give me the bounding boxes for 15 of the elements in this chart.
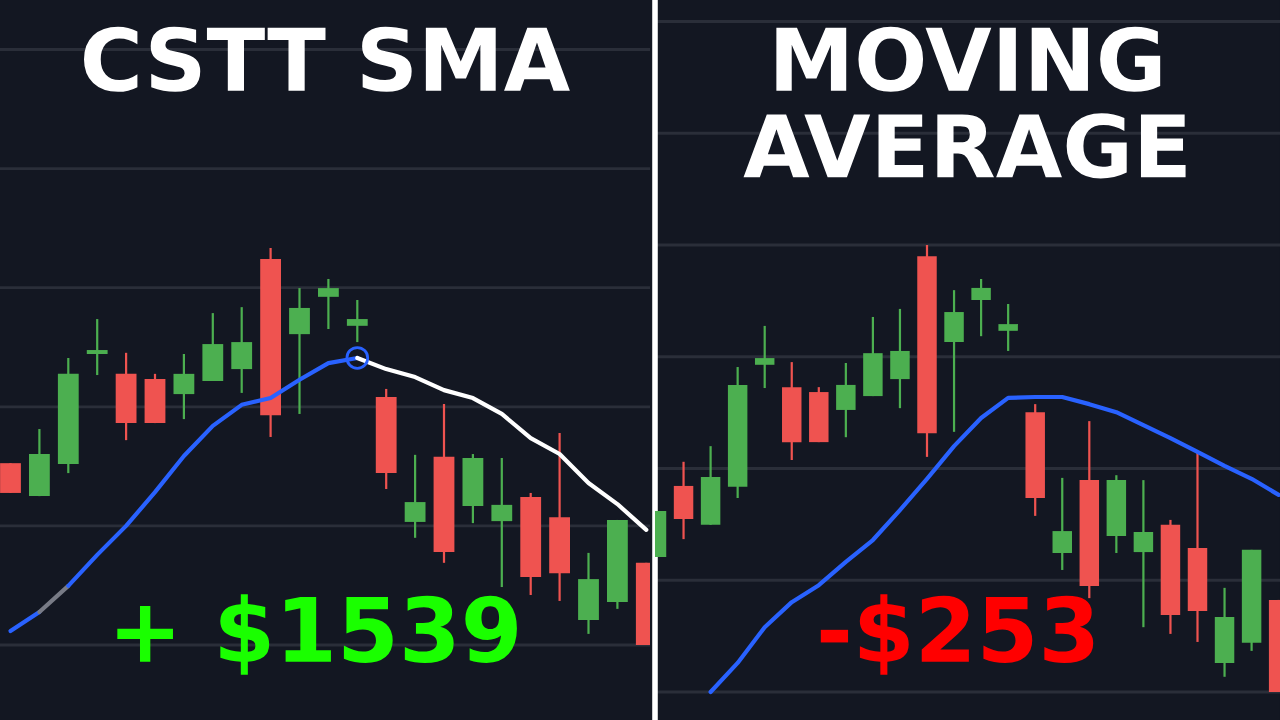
candlestick (346, 298, 368, 344)
chart-title: MOVING AVERAGE (743, 26, 1186, 179)
candlestick (173, 352, 195, 421)
annotation: -$253 (820, 594, 1094, 675)
candlestick (971, 277, 991, 338)
annotation: + $1539 (117, 594, 517, 675)
candlestick (318, 277, 339, 331)
candlestick (754, 324, 775, 390)
candlestick (86, 317, 108, 377)
chart-title: CSTT SMA (84, 26, 570, 92)
candlestick (1133, 479, 1154, 629)
candlestick (491, 456, 513, 589)
candlestick (998, 302, 1018, 353)
candlestick (1052, 476, 1072, 572)
candlestick (404, 453, 426, 539)
